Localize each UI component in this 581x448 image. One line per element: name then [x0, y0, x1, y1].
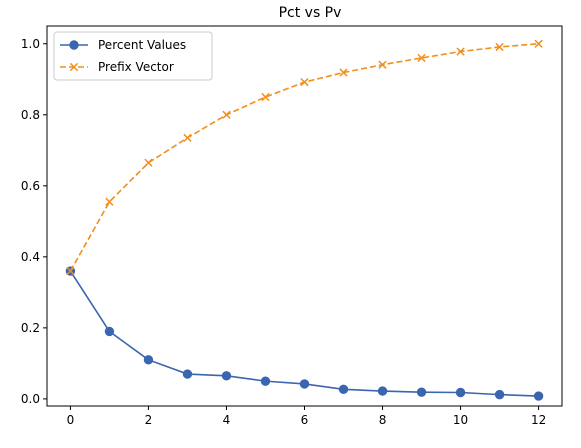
data-point: [105, 197, 114, 206]
x-tick-label: 0: [67, 413, 75, 427]
data-point: [495, 42, 504, 52]
data-point: [455, 387, 466, 398]
data-point: [378, 60, 387, 69]
data-point: [534, 39, 543, 48]
data-point: [222, 110, 231, 119]
data-point: [299, 379, 310, 389]
data-point: [494, 389, 505, 400]
y-tick-label: 1.0: [21, 37, 40, 51]
data-point: [260, 376, 271, 386]
data-point: [338, 384, 349, 395]
y-axis: 0.0 0.2 0.4 0.6 0.8 1.0: [21, 37, 47, 406]
data-point: [377, 386, 388, 396]
series-percent-values: [65, 266, 544, 401]
x-tick-label: 2: [145, 413, 153, 427]
data-point: [66, 266, 75, 276]
y-tick-label: 0.6: [21, 179, 40, 193]
y-tick-label: 0.2: [21, 321, 40, 335]
data-point: [533, 391, 544, 401]
plot-area: [46, 25, 563, 407]
x-axis: 0 2 4 6 8 10 12: [67, 406, 546, 427]
legend-marker: [69, 40, 79, 50]
legend-entries: Percent Values Prefix Vector: [60, 38, 186, 74]
data-point: [144, 158, 153, 167]
data-point: [339, 68, 348, 77]
x-tick-label: 6: [301, 413, 309, 427]
data-point: [104, 326, 115, 337]
legend-label: Prefix Vector: [98, 60, 174, 74]
y-tick-label: 0.8: [21, 108, 40, 122]
legend: Percent Values Prefix Vector: [53, 31, 213, 81]
x-tick-label: 10: [453, 413, 468, 427]
legend-entry: Percent Values: [60, 38, 186, 52]
x-tick-label: 12: [531, 413, 546, 427]
data-point: [182, 369, 193, 379]
series-layer: [65, 39, 544, 401]
data-point: [416, 387, 427, 397]
data-point: [300, 77, 309, 87]
legend-box: [53, 31, 213, 81]
data-point: [143, 355, 154, 365]
chart-title: Pct vs Pv: [279, 5, 342, 21]
data-point: [456, 47, 465, 56]
x-tick-label: 4: [223, 413, 231, 427]
data-point: [417, 53, 426, 63]
y-tick-label: 0.0: [21, 392, 40, 406]
y-tick-label: 0.4: [21, 250, 40, 264]
data-point: [261, 92, 270, 102]
x-tick-label: 8: [379, 413, 387, 427]
legend-label: Percent Values: [98, 38, 186, 52]
data-point: [183, 133, 192, 142]
legend-entry: Prefix Vector: [60, 60, 174, 74]
legend-marker: [69, 62, 79, 72]
data-point: [221, 371, 232, 381]
series-prefix-vector: [66, 39, 543, 276]
